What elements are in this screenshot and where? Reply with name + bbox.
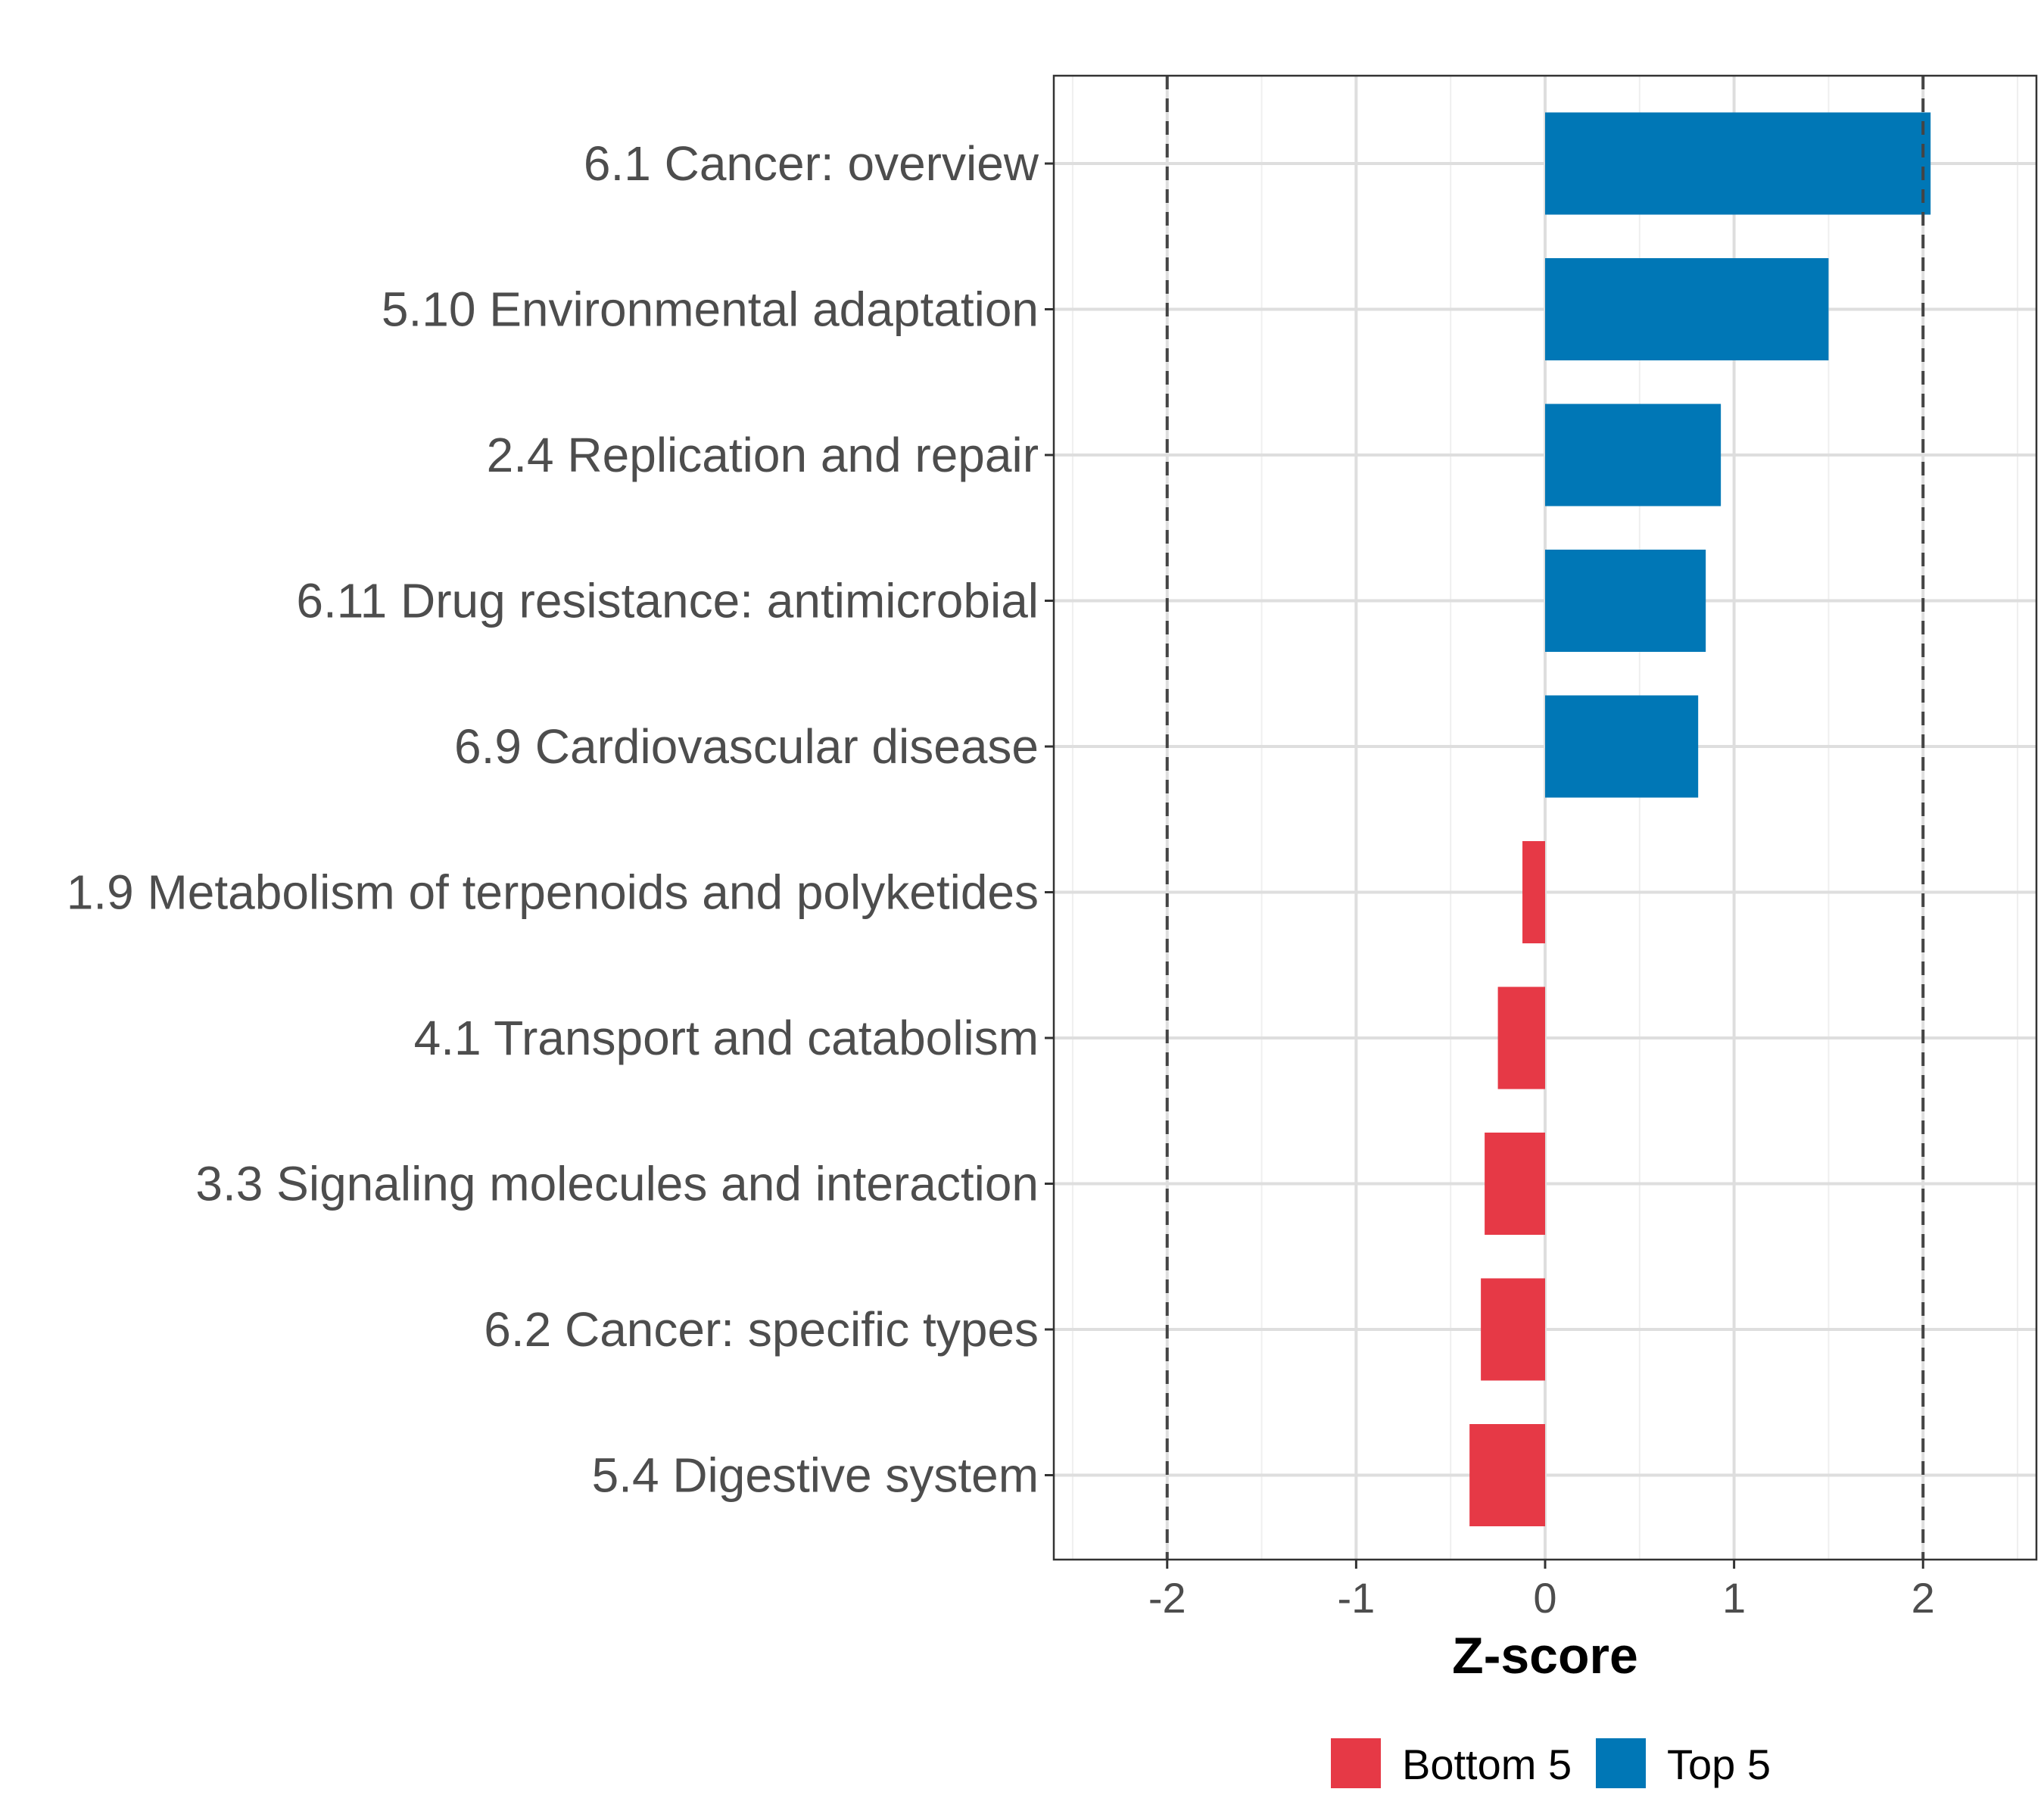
x-tick-label: -2 bbox=[1148, 1574, 1186, 1622]
x-tick-label: 0 bbox=[1533, 1574, 1556, 1622]
bar bbox=[1469, 1424, 1545, 1526]
bar bbox=[1522, 841, 1545, 943]
y-axis-ticks: 6.1 Cancer: overview 5.10 Environmental a… bbox=[67, 136, 1054, 1503]
legend-label: Bottom 5 bbox=[1402, 1741, 1572, 1788]
category-label: 6.11 Drug resistance: antimicrobial bbox=[296, 574, 1039, 628]
x-tick-label: -1 bbox=[1337, 1574, 1375, 1622]
bar bbox=[1497, 986, 1545, 1089]
category-label: 4.1 Transport and catabolism bbox=[414, 1011, 1039, 1065]
category-label: 6.1 Cancer: overview bbox=[584, 136, 1039, 191]
bars bbox=[1469, 112, 1931, 1526]
bar bbox=[1485, 1133, 1545, 1235]
bar bbox=[1545, 695, 1699, 798]
category-label: 2.4 Replication and repair bbox=[487, 428, 1039, 482]
x-axis-title: Z-score bbox=[1452, 1627, 1638, 1685]
category-label: 5.4 Digestive system bbox=[592, 1448, 1039, 1503]
legend: Bottom 5 Top 5 bbox=[1331, 1738, 1771, 1788]
legend-swatch bbox=[1596, 1738, 1646, 1788]
bar bbox=[1545, 112, 1931, 215]
bar bbox=[1545, 258, 1829, 360]
reference-lines bbox=[1165, 76, 1925, 1560]
category-label: 3.3 Signaling molecules and interaction bbox=[195, 1157, 1039, 1211]
x-tick-label: 1 bbox=[1722, 1574, 1746, 1622]
category-label: 6.2 Cancer: specific types bbox=[484, 1302, 1039, 1357]
bar bbox=[1545, 404, 1722, 506]
bar bbox=[1545, 550, 1706, 652]
category-label: 6.9 Cardiovascular disease bbox=[454, 719, 1039, 774]
category-label: 1.9 Metabolism of terpenoids and polyket… bbox=[67, 865, 1039, 920]
x-axis-ticks: -2 -1 0 1 2 bbox=[1148, 1560, 1935, 1622]
bar bbox=[1481, 1278, 1545, 1381]
category-label: 5.10 Environmental adaptation bbox=[382, 282, 1039, 337]
legend-swatch bbox=[1331, 1738, 1381, 1788]
x-tick-label: 2 bbox=[1912, 1574, 1935, 1622]
legend-label: Top 5 bbox=[1667, 1741, 1771, 1788]
